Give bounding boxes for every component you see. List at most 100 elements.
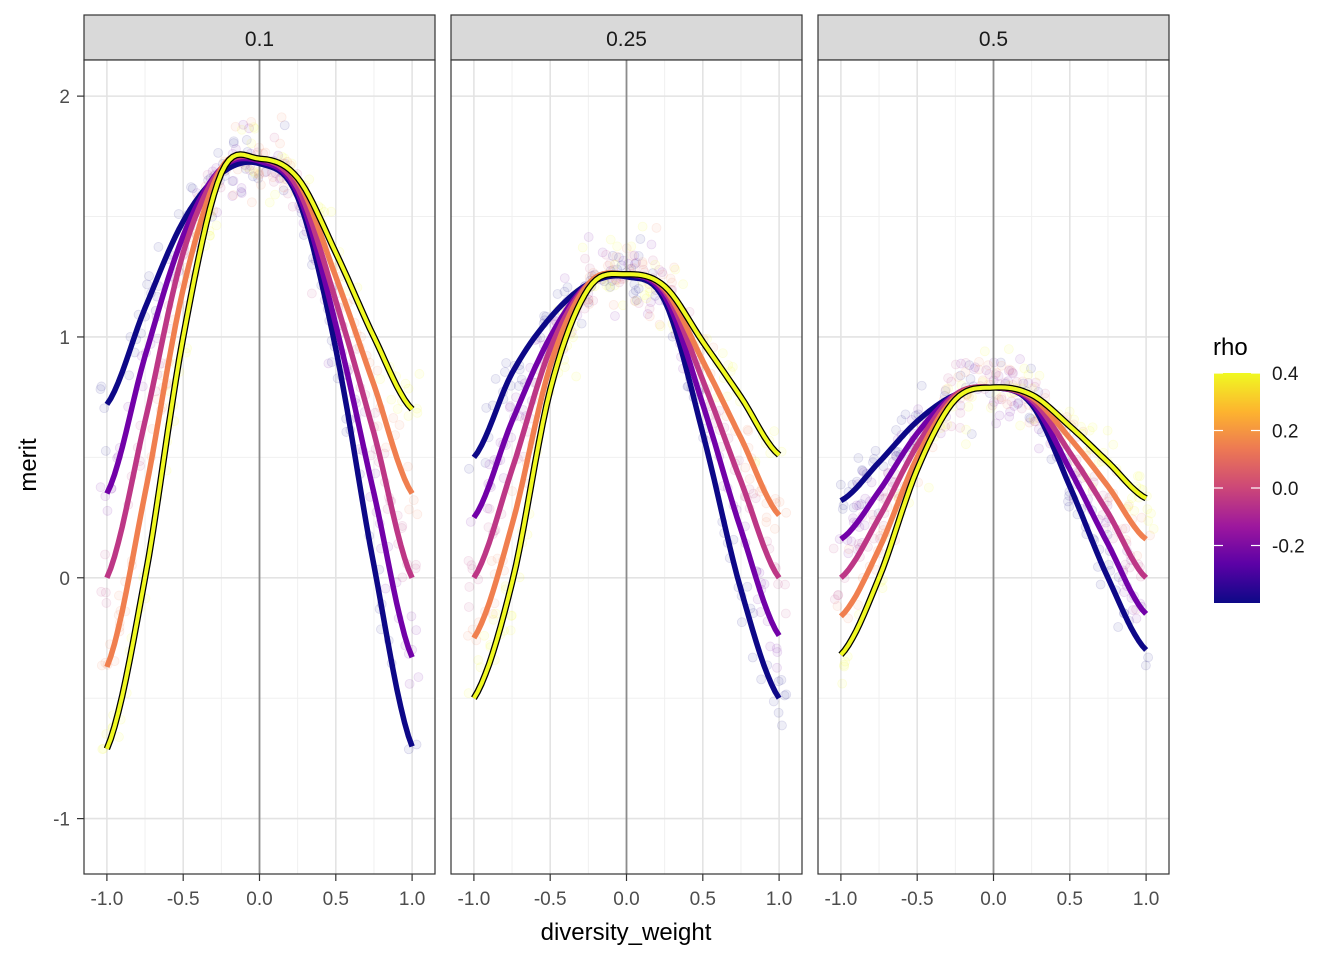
scatter-point — [244, 164, 255, 175]
scatter-point — [631, 257, 642, 268]
scatter-point — [230, 121, 241, 132]
scatter-point — [769, 523, 780, 534]
scatter-point — [635, 234, 646, 244]
scatter-point — [1142, 504, 1153, 515]
colorbar-tick-label: -0.2 — [1272, 537, 1305, 558]
scatter-point — [236, 187, 247, 197]
scatter-point — [247, 171, 258, 182]
scatter-point — [628, 288, 639, 299]
scatter-point — [983, 360, 993, 371]
scatter-point — [996, 360, 1007, 371]
x-axis: -1.0 -0.5 0.0 0.5 1.0 — [458, 874, 792, 910]
colorbar-tick-label: 0.0 — [1272, 479, 1298, 500]
x-tick-label: 1.0 — [766, 889, 792, 910]
scatter-point — [276, 112, 287, 123]
scatter-point — [1008, 368, 1018, 379]
scatter-point — [943, 373, 954, 383]
scatter-point — [979, 346, 990, 357]
scatter-point — [655, 321, 666, 332]
scatter-point — [516, 374, 527, 385]
scatter-point — [633, 251, 644, 261]
scatter-point — [412, 403, 422, 414]
scatter-point — [835, 479, 846, 490]
scatter-point — [559, 286, 570, 297]
scatter-point — [571, 371, 582, 382]
scatter-point — [637, 259, 648, 270]
scatter-point — [394, 420, 405, 430]
scatter-point — [275, 138, 285, 149]
scatter-point — [736, 617, 747, 628]
scatter-point — [839, 660, 849, 670]
scatter-point — [124, 370, 135, 381]
scatter-point — [601, 249, 612, 260]
scatter-point — [645, 297, 656, 308]
scatter-point — [667, 277, 677, 288]
scatter-point — [961, 439, 971, 450]
legend-title: rho — [1213, 334, 1248, 361]
scatter-point — [750, 493, 761, 504]
scatter-point — [1064, 501, 1074, 512]
scatter-point — [781, 689, 792, 700]
series-lines — [471, 270, 782, 700]
scatter-point — [504, 402, 515, 413]
scatter-point — [743, 426, 754, 436]
scatter-point — [610, 311, 620, 321]
scatter-point — [1143, 516, 1154, 526]
scatter-point — [287, 201, 298, 212]
scatter-point — [100, 587, 111, 598]
scatter-point — [211, 220, 222, 231]
scatter-point — [946, 421, 957, 432]
scatter-point — [490, 374, 501, 384]
scatter-point — [241, 135, 252, 145]
scatter-point — [268, 176, 279, 187]
scatter-point — [584, 299, 595, 309]
scatter-point — [102, 505, 113, 516]
scatter-point — [780, 579, 790, 590]
scatter-point — [853, 453, 864, 463]
scatter-point — [100, 446, 111, 456]
scatter-point — [228, 175, 239, 186]
scatter-point — [956, 358, 966, 369]
scatter-point — [213, 147, 224, 158]
scatter-point — [777, 720, 787, 731]
scatter-point — [607, 250, 618, 261]
scatter-point — [633, 298, 644, 309]
scatter-point — [1146, 508, 1156, 519]
y-axis: -1 0 1 2 — [53, 87, 84, 831]
scatter-point — [641, 293, 652, 304]
series-line — [105, 152, 414, 750]
scatter-point — [854, 500, 865, 511]
scatter-point — [769, 426, 780, 437]
x-axis-title: diversity_weight — [541, 919, 712, 946]
scatter-point — [604, 282, 614, 293]
scatter-point — [833, 590, 844, 600]
scatter-point — [588, 295, 599, 306]
scatter-point — [627, 250, 638, 261]
scatter-point — [1013, 398, 1023, 409]
scatter-point — [491, 608, 501, 619]
scatter-point — [1076, 421, 1086, 432]
scatter-point — [1016, 403, 1027, 414]
scatter-point — [645, 287, 656, 297]
scatter-point — [1102, 425, 1113, 436]
x-tick-label: -1.0 — [825, 889, 858, 910]
scatter-point — [1023, 378, 1034, 388]
scatter-point — [654, 319, 665, 330]
facet-strip-label: 0.5 — [979, 28, 1008, 51]
scatter-point — [846, 536, 857, 547]
scatter-point — [629, 295, 640, 306]
scatter-point — [403, 383, 414, 394]
scatter-point — [987, 400, 998, 411]
scatter-point — [212, 207, 222, 218]
scatter-point — [974, 364, 984, 375]
scatter-point — [601, 280, 612, 291]
scatter-point — [851, 500, 862, 511]
scatter-point — [891, 425, 901, 435]
scatter-point — [994, 410, 1005, 421]
scatter-point — [609, 259, 620, 270]
facet-strip-label: 0.25 — [606, 28, 647, 51]
scatter-point — [966, 429, 977, 439]
y-tick-label: 2 — [59, 87, 70, 108]
scatter-point — [1007, 367, 1018, 378]
